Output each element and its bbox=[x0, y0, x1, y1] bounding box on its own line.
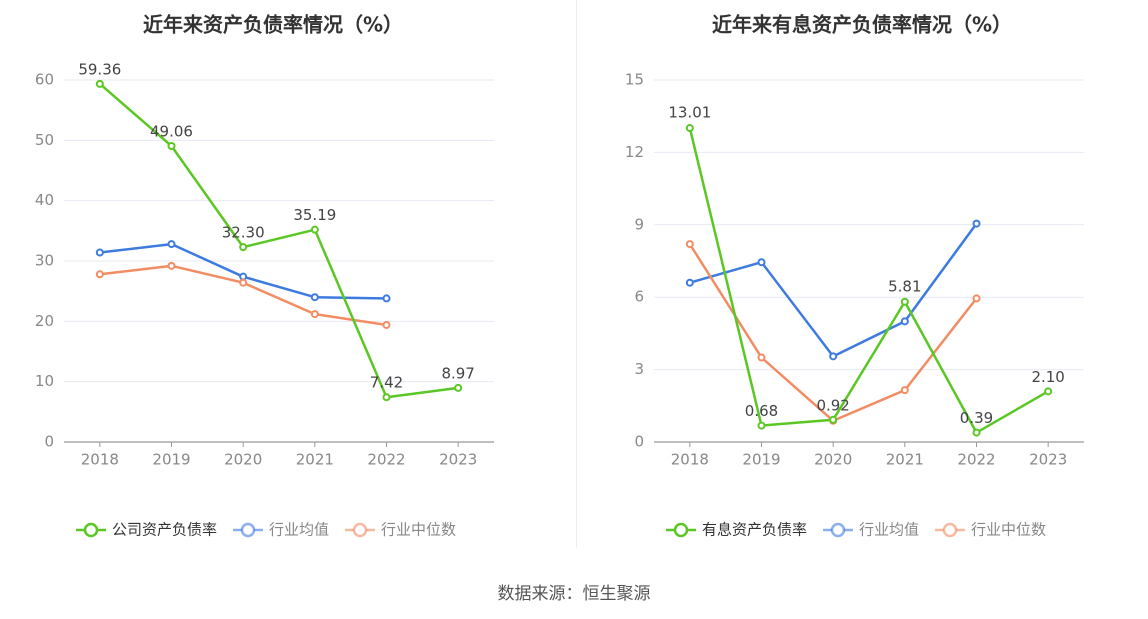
y-tick-label: 20 bbox=[35, 312, 54, 330]
x-tick-label: 2019 bbox=[742, 451, 780, 469]
legend-marker bbox=[83, 522, 99, 538]
data-point bbox=[310, 310, 319, 319]
legend-marker bbox=[352, 522, 368, 538]
legend-label: 有息资产负债率 bbox=[702, 521, 807, 539]
data-label: 8.97 bbox=[441, 364, 474, 382]
data-point bbox=[95, 79, 104, 88]
y-tick-label: 60 bbox=[35, 71, 54, 89]
data-label: 32.30 bbox=[222, 224, 265, 242]
data-label: 0.92 bbox=[816, 396, 849, 414]
y-tick-label: 0 bbox=[634, 433, 644, 451]
series-line-1 bbox=[688, 127, 1049, 434]
data-point bbox=[829, 352, 838, 361]
y-tick-label: 15 bbox=[625, 71, 644, 89]
y-tick-label: 30 bbox=[35, 252, 54, 270]
legend-label: 公司资产负债率 bbox=[112, 521, 217, 539]
data-source-label: 数据来源：恒生聚源 bbox=[497, 584, 651, 604]
data-label: 7.42 bbox=[370, 374, 403, 392]
data-point bbox=[1044, 387, 1053, 396]
data-point bbox=[167, 240, 176, 249]
chart-title: 近年来有息资产负债率情况（%） bbox=[712, 13, 1012, 37]
data-label: 49.06 bbox=[150, 123, 193, 141]
data-point bbox=[685, 240, 694, 249]
data-point bbox=[95, 270, 104, 279]
series-line-2 bbox=[99, 242, 387, 300]
x-tick-label: 2019 bbox=[152, 451, 190, 469]
legend-label: 行业均值 bbox=[269, 521, 329, 539]
x-tick-label: 2018 bbox=[81, 451, 119, 469]
data-point bbox=[382, 294, 391, 303]
data-point bbox=[685, 278, 694, 287]
data-point bbox=[685, 124, 694, 133]
x-tick-label: 2022 bbox=[367, 451, 405, 469]
y-tick-label: 40 bbox=[35, 191, 54, 209]
data-point bbox=[382, 393, 391, 402]
y-tick-label: 9 bbox=[634, 215, 644, 233]
data-point bbox=[900, 317, 909, 326]
data-point bbox=[95, 248, 104, 257]
series-line-2 bbox=[689, 222, 978, 358]
data-label: 2.10 bbox=[1031, 368, 1064, 386]
legend-label: 行业中位数 bbox=[971, 521, 1046, 539]
chart-title: 近年来资产负债率情况（%） bbox=[143, 13, 403, 37]
x-tick-label: 2021 bbox=[886, 451, 924, 469]
y-tick-label: 0 bbox=[44, 433, 54, 451]
data-point bbox=[239, 243, 248, 252]
data-label: 5.81 bbox=[888, 277, 921, 295]
data-label: 59.36 bbox=[78, 60, 121, 78]
x-tick-label: 2020 bbox=[814, 451, 852, 469]
data-label: 0.68 bbox=[745, 402, 778, 420]
chart-2: 近年来有息资产负债率情况（%） 0 3 6 9 12 15 2018 2019 2020 2021 2… bbox=[625, 13, 1084, 539]
data-label: 13.01 bbox=[668, 104, 711, 122]
data-point bbox=[310, 225, 319, 234]
legend-label: 行业均值 bbox=[859, 521, 919, 539]
y-tick-label: 50 bbox=[35, 131, 54, 149]
data-point bbox=[900, 297, 909, 306]
data-point bbox=[972, 294, 981, 303]
data-point bbox=[382, 320, 391, 329]
series-line-1 bbox=[99, 82, 459, 399]
y-tick-label: 6 bbox=[634, 288, 644, 306]
x-tick-label: 2022 bbox=[957, 451, 995, 469]
x-tick-label: 2018 bbox=[671, 451, 709, 469]
data-point bbox=[167, 261, 176, 270]
data-point bbox=[757, 258, 766, 267]
legend-marker bbox=[830, 522, 846, 538]
x-tick-label: 2023 bbox=[1029, 451, 1067, 469]
y-tick-label: 12 bbox=[625, 143, 644, 161]
y-tick-label: 10 bbox=[35, 372, 54, 390]
data-point bbox=[900, 386, 909, 395]
legend-marker bbox=[942, 522, 958, 538]
x-tick-label: 2023 bbox=[439, 451, 477, 469]
x-tick-label: 2020 bbox=[224, 451, 262, 469]
y-tick-label: 3 bbox=[634, 360, 644, 378]
data-point bbox=[829, 415, 838, 424]
data-label: 35.19 bbox=[293, 206, 336, 224]
data-point bbox=[972, 428, 981, 437]
x-tick-label: 2021 bbox=[296, 451, 334, 469]
chart-divider bbox=[576, 0, 577, 548]
data-point bbox=[757, 421, 766, 430]
data-label: 0.39 bbox=[960, 409, 993, 427]
data-point bbox=[972, 219, 981, 228]
chart-1: 近年来资产负债率情况（%） 0 10 20 30 40 50 60 2018 2019 2020 20… bbox=[35, 13, 494, 539]
legend-marker bbox=[673, 522, 689, 538]
legend-marker bbox=[240, 522, 256, 538]
data-point bbox=[167, 142, 176, 151]
data-point bbox=[454, 383, 463, 392]
data-point bbox=[757, 353, 766, 362]
data-point bbox=[310, 293, 319, 302]
data-point bbox=[239, 278, 248, 287]
legend-label: 行业中位数 bbox=[381, 521, 456, 539]
